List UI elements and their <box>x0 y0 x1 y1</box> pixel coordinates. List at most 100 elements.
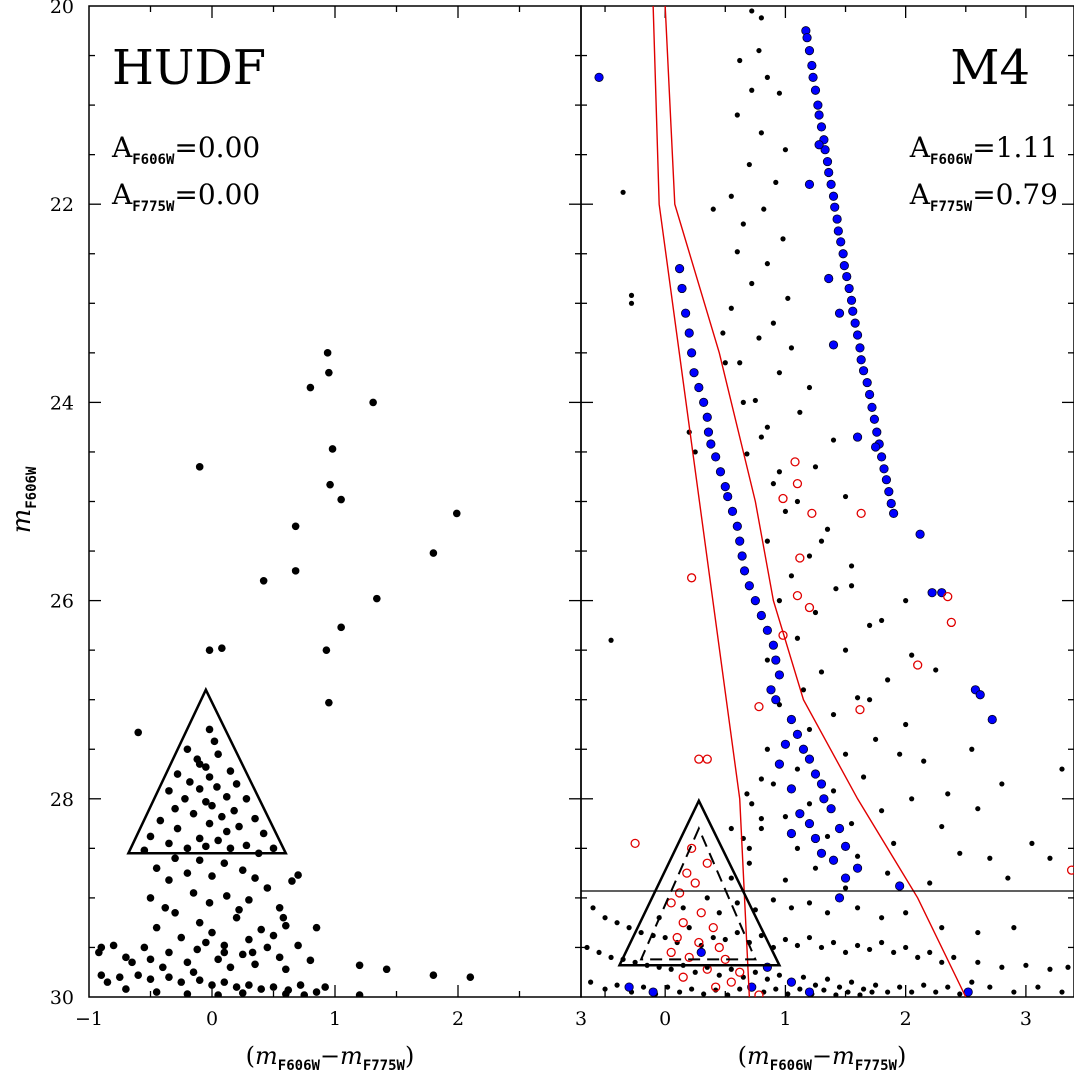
m4-candidate-circle <box>666 947 676 958</box>
m4-candidate-circle <box>686 573 697 583</box>
m4-field-star-point <box>776 90 783 96</box>
hudf-star-point <box>220 948 229 957</box>
m4-member-star-point <box>702 412 712 422</box>
hudf-star-point <box>242 795 251 803</box>
m4-field-star-point <box>975 806 981 812</box>
m4-field-star-point <box>806 801 813 807</box>
hudf-star-point <box>165 787 173 795</box>
m4-field-star-point <box>797 986 803 992</box>
m4-field-star-point <box>588 979 594 985</box>
m4-field-star-point <box>692 969 698 975</box>
m4-field-star-point <box>744 451 750 457</box>
hudf-star-point <box>222 793 231 801</box>
hudf-star-point <box>235 905 243 914</box>
m4-field-star-point <box>957 850 963 856</box>
y-axis-label: mF606W <box>7 466 40 533</box>
m4-field-star-point <box>909 652 915 658</box>
m4-selection-boundary-line <box>664 6 967 997</box>
m4-member-star-point <box>839 261 849 271</box>
m4-field-star-point <box>628 292 635 298</box>
m4-field-star-point <box>1047 966 1053 972</box>
m4-field-star-point <box>927 880 933 886</box>
m4-member-star-point <box>836 237 846 247</box>
m4-field-star-point <box>590 905 596 911</box>
m4-field-star-point <box>744 791 750 797</box>
m4-field-star-point <box>848 820 855 827</box>
m4-member-star-point <box>810 769 821 779</box>
hudf-star-point <box>245 981 253 989</box>
m4-candidate-circle <box>694 754 704 764</box>
m4-field-star-point <box>764 746 770 752</box>
m4-field-star-point <box>734 249 740 255</box>
hudf-star-point <box>282 965 290 974</box>
right-ext-f606w: AF606W=1.11 <box>909 131 1058 168</box>
m4-member-star-point <box>828 340 839 350</box>
left-x-tick-label: 1 <box>329 1008 341 1030</box>
hudf-star-point <box>222 892 231 900</box>
m4-field-star-point <box>812 865 819 871</box>
right-ticks <box>581 6 1074 997</box>
m4-member-star-point <box>820 145 830 155</box>
m4-field-star-point <box>818 538 825 544</box>
hudf-star-point <box>171 804 179 813</box>
m4-field-star-point <box>1029 840 1035 846</box>
m4-field-star-point <box>806 726 813 733</box>
m4-member-star-point <box>852 863 863 873</box>
m4-dashed-triangle <box>639 826 757 961</box>
m4-member-star-point <box>838 249 848 259</box>
m4-field-star-point <box>773 986 779 992</box>
m4-member-star-point <box>699 397 709 407</box>
m4-field-star-point <box>833 992 839 997</box>
m4-field-star-point <box>1011 989 1017 995</box>
m4-field-star-point <box>866 697 873 703</box>
m4-field-star-point <box>879 617 885 624</box>
hudf-star-point <box>183 958 192 967</box>
m4-field-star-point <box>939 959 945 965</box>
hudf-star-point <box>312 988 321 996</box>
m4-member-star-point <box>727 506 738 517</box>
hudf-star-point <box>337 623 345 632</box>
m4-field-star-point <box>770 781 776 787</box>
m4-field-star-point <box>794 635 801 641</box>
hudf-star-point <box>230 806 238 815</box>
m4-field-star-point <box>788 345 795 351</box>
m4-member-star-point <box>816 779 827 789</box>
m4-field-star-point <box>602 915 608 921</box>
m4-field-star-point <box>812 609 819 616</box>
m4-field-star-point <box>975 929 981 936</box>
hudf-star-point <box>282 921 290 930</box>
m4-candidate-circle <box>672 932 682 943</box>
m4-field-star-point <box>749 87 755 93</box>
m4-candidate-circle <box>678 972 688 982</box>
m4-member-star-point <box>804 45 815 56</box>
m4-field-star-point <box>933 989 939 995</box>
left-plot-area <box>95 349 475 997</box>
hudf-star-point <box>146 894 155 902</box>
m4-member-star-point <box>852 432 863 442</box>
m4-candidate-circle <box>694 937 704 948</box>
m4-field-star-point <box>640 984 647 990</box>
m4-field-star-point <box>951 954 957 960</box>
right-ext-f775w: AF775W=0.79 <box>909 178 1058 215</box>
hudf-star-point <box>238 950 247 959</box>
hudf-star-point <box>321 983 329 991</box>
m4-field-star-point <box>987 855 993 861</box>
hudf-selection-triangle <box>126 686 288 855</box>
hudf-star-point <box>122 985 130 993</box>
m4-field-star-point <box>780 236 786 242</box>
m4-candidate-circle <box>690 878 700 888</box>
right-x-tick-label: 3 <box>1020 1008 1032 1030</box>
hudf-star-point <box>134 728 142 737</box>
m4-member-star-point <box>774 670 785 680</box>
hudf-star-point <box>195 856 204 865</box>
m4-field-star-point <box>939 925 945 931</box>
m4-field-star-point <box>903 910 909 916</box>
m4-field-star-point <box>812 464 819 470</box>
hudf-star-point <box>195 834 204 843</box>
hudf-star-point <box>97 971 106 979</box>
m4-field-star-point <box>1059 989 1065 995</box>
m4-field-star-point <box>806 384 813 391</box>
m4-member-star-point <box>824 167 834 178</box>
m4-field-star-point <box>776 598 783 604</box>
m4-candidate-circle <box>630 838 640 849</box>
